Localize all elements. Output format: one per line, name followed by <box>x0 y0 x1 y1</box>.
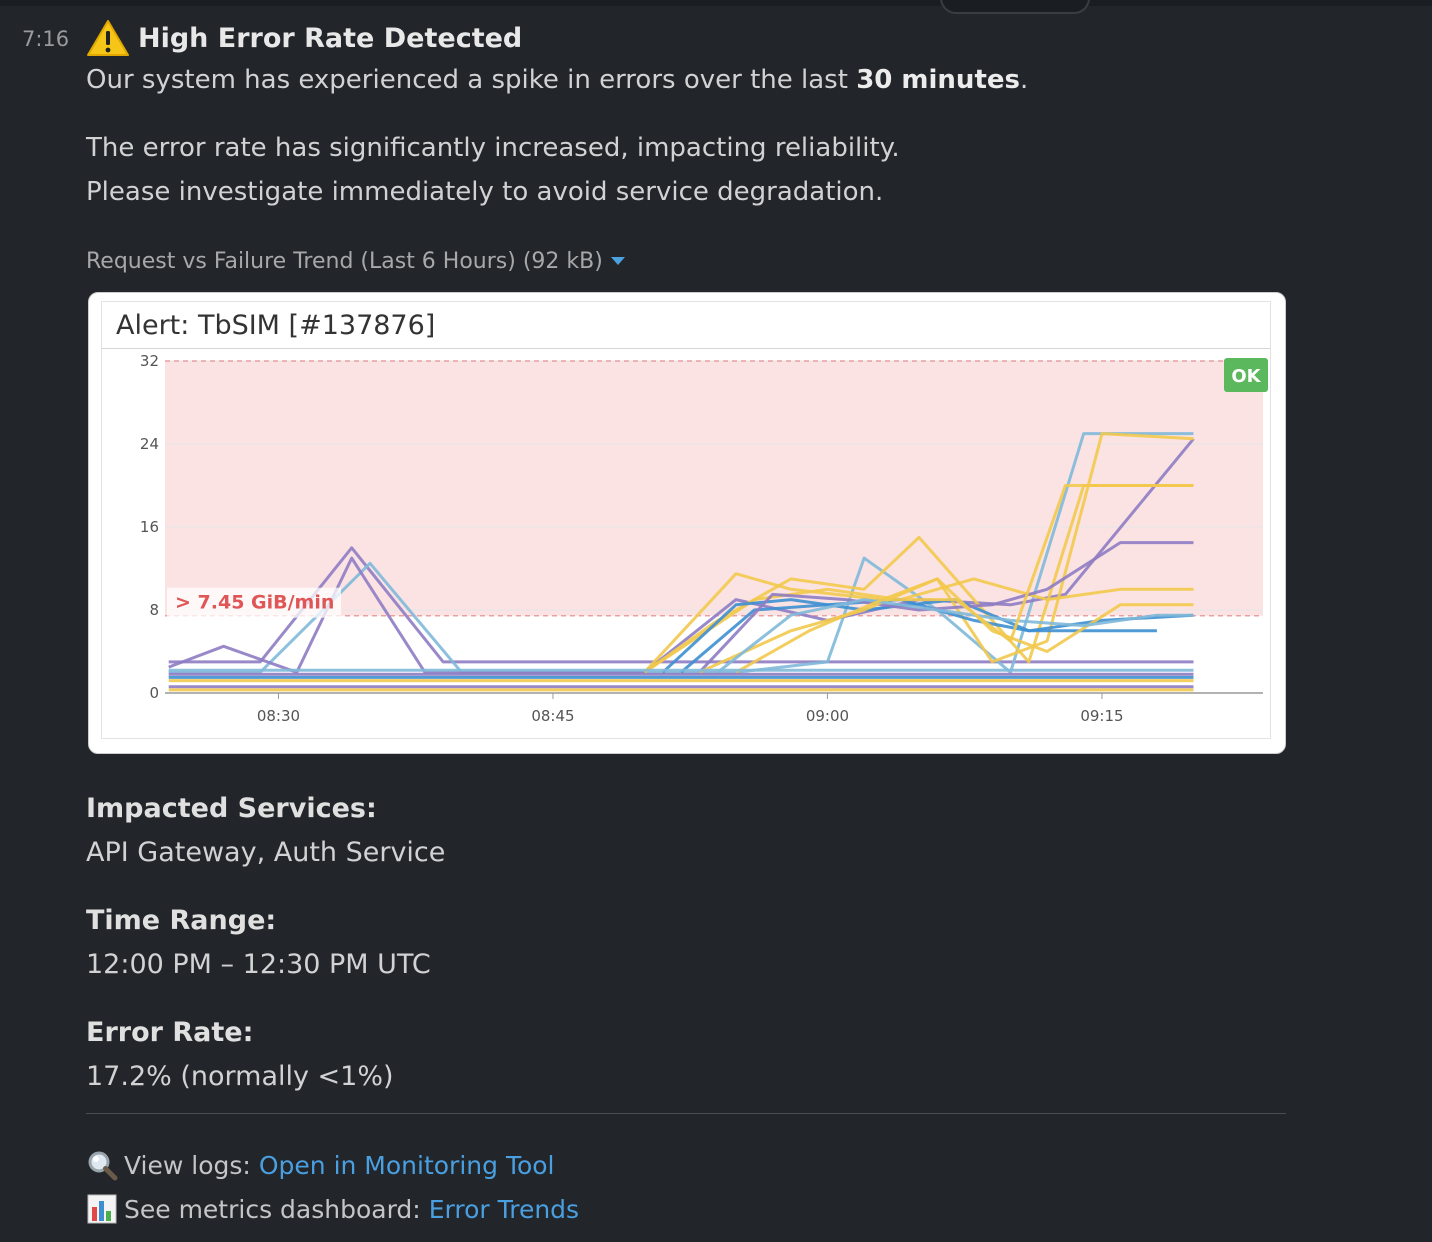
caret-down-icon[interactable] <box>610 257 625 265</box>
x-tick-label: 09:00 <box>806 707 849 725</box>
x-tick-label: 08:30 <box>257 707 300 725</box>
y-tick-label: 24 <box>140 435 159 453</box>
chart-image[interactable]: Alert: TbSIM [#137876] 0 8 16 24 32 08:30 08:4… <box>88 292 1286 754</box>
y-tick-label: 8 <box>149 601 159 619</box>
error-rate-value: 17.2% (normally <1%) <box>86 1061 394 1092</box>
message-body: High Error Rate Detected Our system has … <box>86 18 1286 278</box>
logs-label: View logs: <box>124 1150 251 1180</box>
chart-svg: 0 8 16 24 32 08:30 08:45 09:00 09:15 > 7.45 GiB/m… <box>140 352 1268 725</box>
divider <box>86 1113 1286 1114</box>
line1-post: . <box>1019 65 1029 95</box>
attachment-name[interactable]: Request vs Failure Trend (Last 6 Hours) … <box>86 248 603 274</box>
threshold-label: > 7.45 GiB/min <box>175 592 334 614</box>
series-line <box>168 432 1194 674</box>
top-pill-button[interactable] <box>940 0 1090 14</box>
chart-title: Alert: TbSIM [#137876] <box>101 301 1271 349</box>
bar-chart-icon <box>86 1193 118 1225</box>
threshold-region <box>165 361 1263 616</box>
error-rate-section: Error Rate: 17.2% (normally <1%) <box>86 1011 1286 1099</box>
y-tick-label: 0 <box>149 684 159 702</box>
error-trends-link[interactable]: Error Trends <box>428 1194 580 1224</box>
y-tick-label: 16 <box>140 518 159 536</box>
metrics-label: See metrics dashboard: <box>124 1194 421 1224</box>
ok-badge <box>1224 358 1268 392</box>
series-line <box>735 484 1194 674</box>
ok-badge-label: OK <box>1231 366 1261 387</box>
x-tick-label: 09:15 <box>1080 707 1123 725</box>
logs-row: View logs: Open in Monitoring Tool <box>86 1145 555 1185</box>
threshold-label-bg <box>167 587 341 618</box>
magnifier-icon <box>86 1149 118 1181</box>
time-range-heading: Time Range: <box>86 905 277 936</box>
message-line-1: Our system has experienced a spike in er… <box>86 58 1286 102</box>
attachment-file-label[interactable]: Request vs Failure Trend (Last 6 Hours) … <box>86 244 1286 278</box>
impacted-section: Impacted Services: API Gateway, Auth Ser… <box>86 787 1286 875</box>
open-monitoring-tool-link[interactable]: Open in Monitoring Tool <box>258 1150 555 1180</box>
impacted-value: API Gateway, Auth Service <box>86 837 446 868</box>
line1-pre: Our system has experienced a spike in er… <box>86 65 857 95</box>
warning-icon <box>86 19 130 57</box>
message-title: High Error Rate Detected <box>138 22 523 54</box>
top-bar <box>0 0 1432 6</box>
message-line-2: The error rate has significantly increas… <box>86 133 900 163</box>
message-title-row: High Error Rate Detected <box>86 18 1286 58</box>
series-line <box>698 541 1194 674</box>
y-tick-label: 32 <box>140 352 159 370</box>
metrics-row: See metrics dashboard: Error Trends <box>86 1189 579 1229</box>
message-timestamp[interactable]: 7:16 <box>22 27 70 51</box>
chart-frame <box>101 349 1271 739</box>
line1-bold: 30 minutes <box>856 65 1020 95</box>
series-line <box>168 546 1194 664</box>
series-line <box>643 577 1194 674</box>
time-range-section: Time Range: 12:00 PM – 12:30 PM UTC <box>86 899 1286 987</box>
error-rate-heading: Error Rate: <box>86 1017 254 1048</box>
series-line <box>168 437 1195 674</box>
x-tick-label: 08:45 <box>531 707 574 725</box>
message-line-3: Please investigate immediately to avoid … <box>86 177 884 207</box>
impacted-heading: Impacted Services: <box>86 793 377 824</box>
time-range-value: 12:00 PM – 12:30 PM UTC <box>86 949 431 980</box>
